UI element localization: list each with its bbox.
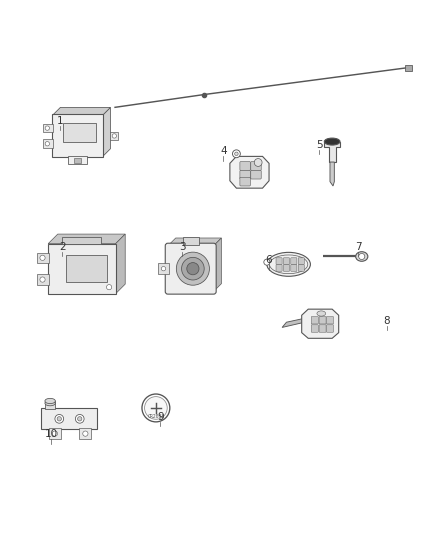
Circle shape <box>106 285 112 290</box>
FancyBboxPatch shape <box>276 258 282 264</box>
Bar <box>79 429 92 439</box>
Circle shape <box>235 152 238 156</box>
Circle shape <box>57 417 61 421</box>
Circle shape <box>161 266 166 271</box>
Bar <box>64 123 96 142</box>
Bar <box>405 65 412 71</box>
Circle shape <box>40 255 45 261</box>
Circle shape <box>359 254 365 260</box>
Polygon shape <box>53 108 110 115</box>
Polygon shape <box>330 162 334 186</box>
Polygon shape <box>48 234 125 244</box>
FancyBboxPatch shape <box>319 317 326 324</box>
Polygon shape <box>302 309 339 338</box>
Circle shape <box>254 158 262 166</box>
FancyBboxPatch shape <box>240 171 251 179</box>
Text: 7: 7 <box>355 242 362 252</box>
FancyBboxPatch shape <box>52 115 103 157</box>
Bar <box>43 140 53 148</box>
Text: 9: 9 <box>157 411 163 422</box>
Circle shape <box>142 394 170 422</box>
Bar <box>110 132 118 140</box>
Bar <box>49 429 61 439</box>
Polygon shape <box>214 238 221 292</box>
Bar <box>37 253 49 263</box>
Polygon shape <box>168 238 221 246</box>
Circle shape <box>233 150 240 158</box>
FancyBboxPatch shape <box>165 243 216 294</box>
Polygon shape <box>324 142 340 162</box>
Circle shape <box>55 415 64 423</box>
FancyBboxPatch shape <box>311 325 318 332</box>
FancyBboxPatch shape <box>276 265 282 271</box>
FancyBboxPatch shape <box>326 325 333 332</box>
Bar <box>74 158 81 163</box>
Bar <box>41 408 97 429</box>
Bar <box>62 237 102 244</box>
Ellipse shape <box>324 138 340 145</box>
Bar <box>37 274 49 285</box>
FancyBboxPatch shape <box>240 161 251 171</box>
FancyBboxPatch shape <box>291 265 297 271</box>
Circle shape <box>75 415 84 423</box>
FancyBboxPatch shape <box>298 258 304 264</box>
Bar <box>183 237 198 245</box>
Text: 2: 2 <box>59 242 66 252</box>
Bar <box>45 401 55 409</box>
Ellipse shape <box>356 252 368 261</box>
Ellipse shape <box>317 311 325 316</box>
Circle shape <box>40 277 45 282</box>
FancyBboxPatch shape <box>326 317 333 324</box>
Polygon shape <box>102 108 110 157</box>
Bar <box>68 156 87 165</box>
Text: 5: 5 <box>316 140 322 150</box>
FancyBboxPatch shape <box>319 325 326 332</box>
Polygon shape <box>116 234 125 294</box>
Polygon shape <box>282 317 313 327</box>
Text: 1: 1 <box>57 116 64 126</box>
Ellipse shape <box>45 400 55 406</box>
Circle shape <box>78 417 82 421</box>
Text: 10: 10 <box>45 429 58 439</box>
FancyBboxPatch shape <box>291 258 297 264</box>
FancyBboxPatch shape <box>283 265 290 271</box>
Circle shape <box>45 126 49 130</box>
Circle shape <box>145 397 167 419</box>
Ellipse shape <box>267 252 311 276</box>
Polygon shape <box>230 156 269 188</box>
Circle shape <box>112 134 117 138</box>
Circle shape <box>264 259 270 265</box>
FancyBboxPatch shape <box>283 258 290 264</box>
FancyBboxPatch shape <box>251 171 261 179</box>
Text: 4: 4 <box>220 146 226 156</box>
FancyBboxPatch shape <box>298 265 304 271</box>
Bar <box>66 255 107 282</box>
Circle shape <box>182 257 204 280</box>
Circle shape <box>52 431 57 436</box>
Ellipse shape <box>45 398 55 403</box>
Bar <box>158 263 169 274</box>
Bar <box>48 244 116 294</box>
Circle shape <box>177 252 209 285</box>
Text: CR2032: CR2032 <box>147 414 165 418</box>
Text: 6: 6 <box>266 255 272 265</box>
Circle shape <box>83 431 88 436</box>
Text: 8: 8 <box>383 316 390 326</box>
FancyBboxPatch shape <box>311 317 318 324</box>
Circle shape <box>187 263 199 275</box>
Circle shape <box>45 142 49 146</box>
Bar <box>43 124 53 133</box>
FancyBboxPatch shape <box>240 177 251 186</box>
Text: 3: 3 <box>179 242 185 252</box>
FancyBboxPatch shape <box>251 161 261 171</box>
